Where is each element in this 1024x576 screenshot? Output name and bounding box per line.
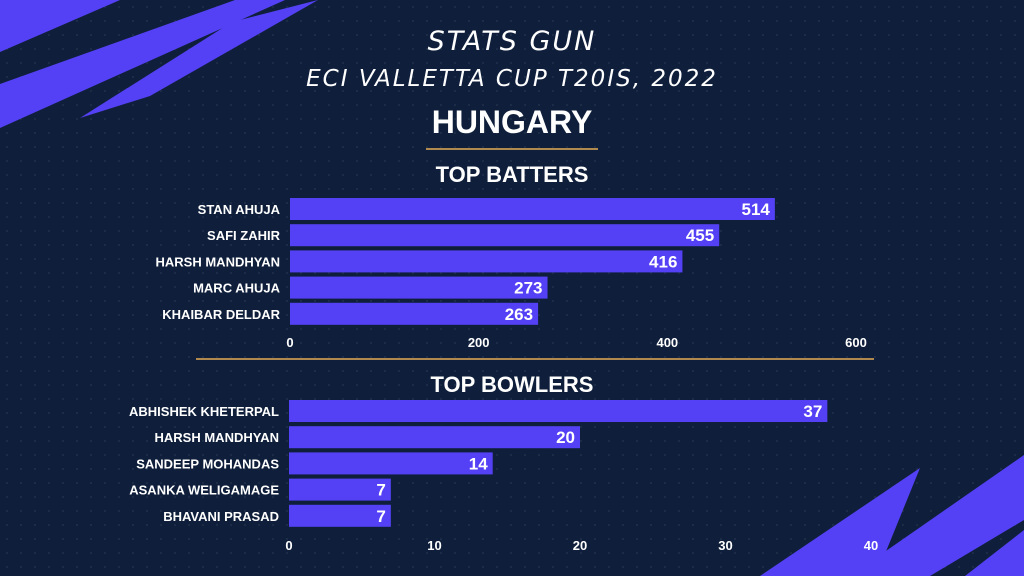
batters-category-label: KHAIBAR DELDAR [162,307,280,322]
batters-value-label: 416 [649,252,677,271]
batters-category-label: SAFI ZAHIR [207,228,281,243]
batters-bar [290,224,720,247]
bowlers-bar [289,400,828,422]
batters-bar [290,250,683,273]
bowlers-x-tick-label: 40 [864,538,878,553]
batters-x-tick-label: 400 [656,335,678,350]
brand-title: STATS GUN [427,26,597,57]
bowlers-value-label: 14 [469,454,488,473]
batters-value-label: 273 [514,279,542,298]
bowlers-category-label: HARSH MANDHYAN [155,430,279,445]
bowlers-category-label: BHAVANI PRASAD [163,509,279,524]
bowlers-x-tick-label: 0 [285,538,292,553]
bowlers-bar [289,426,580,449]
bowlers-x-tick-label: 30 [718,538,732,553]
bowlers-bar [289,478,391,501]
bowlers-category-label: SANDEEP MOHANDAS [136,456,279,471]
batters-chart-title: TOP BATTERS [435,162,589,187]
batters-bar [290,276,548,299]
bowlers-bar [289,504,391,527]
batters-x-tick-label: 0 [286,335,293,350]
bowlers-x-tick-label: 10 [427,538,441,553]
bowlers-x-tick-label: 20 [573,538,587,553]
bowlers-chart-title: TOP BOWLERS [430,372,594,397]
section-divider [196,358,874,360]
batters-value-label: 263 [505,305,533,324]
bowlers-bar [289,452,493,475]
tournament-subtitle: ECI VALLETTA CUP T20IS, 2022 [306,66,718,92]
batters-bar [290,302,539,325]
batters-value-label: 514 [741,200,770,219]
bowlers-category-label: ABHISHEK KHETERPAL [129,404,279,419]
batters-category-label: HARSH MANDHYAN [156,254,280,269]
batters-bar [290,198,775,220]
bowlers-value-label: 7 [376,507,385,526]
batters-x-tick-label: 600 [845,335,867,350]
bowlers-value-label: 20 [556,428,575,447]
bowlers-value-label: 7 [376,481,385,500]
batters-x-tick-label: 200 [468,335,490,350]
batters-value-label: 455 [686,226,714,245]
team-name: HUNGARY [431,104,593,140]
team-underline [426,148,598,150]
bowlers-value-label: 37 [803,402,822,421]
batters-category-label: MARC AHUJA [193,281,281,296]
bowlers-category-label: ASANKA WELIGAMAGE [129,483,279,498]
batters-category-label: STAN AHUJA [198,202,281,217]
